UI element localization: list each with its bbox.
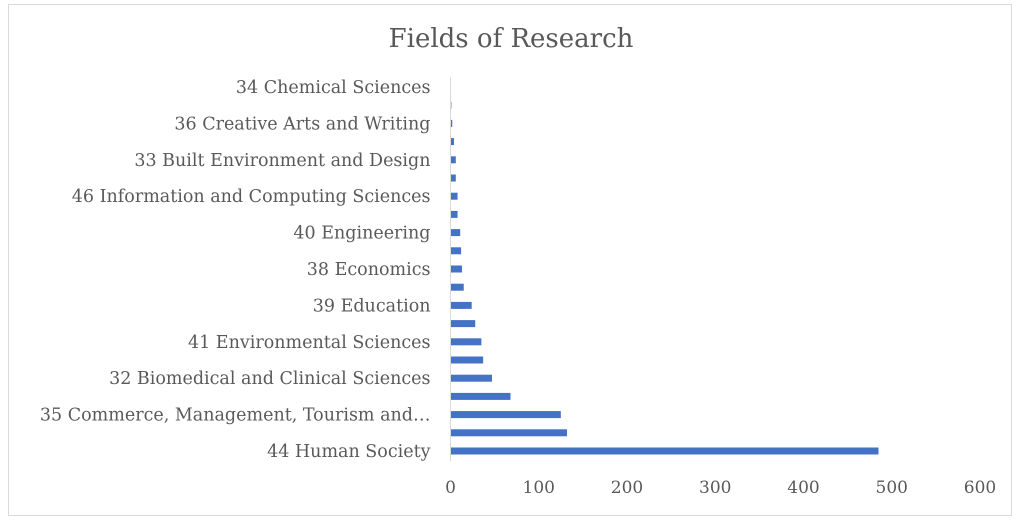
category-label: 46 Information and Computing Sciences <box>72 187 431 207</box>
category-label: 35 Commerce, Management, Tourism and… <box>40 406 431 426</box>
x-tick-label: 200 <box>611 478 643 498</box>
bar-13 <box>450 210 458 218</box>
bar-7 <box>450 320 476 328</box>
bars-group <box>450 101 879 455</box>
bar-6 <box>450 338 482 346</box>
chart-title: Fields of Research <box>389 24 634 54</box>
category-label: 44 Human Society <box>267 442 431 462</box>
bar-8 <box>450 301 472 309</box>
x-axis-ticks: 0 100 200 300 400 500 600 <box>445 478 996 498</box>
category-label: 38 Economics <box>307 260 431 280</box>
bar-18 <box>450 119 453 127</box>
bar-1 <box>450 429 567 437</box>
x-tick-label: 400 <box>787 478 819 498</box>
bar-3 <box>450 392 511 400</box>
category-label: 40 Engineering <box>293 224 430 244</box>
bar-12 <box>450 229 461 237</box>
bar-chart: Fields of Research 44 Human Society 35 Co… <box>40 24 996 498</box>
x-tick-label: 0 <box>445 478 456 498</box>
category-label: 36 Creative Arts and Writing <box>174 114 430 134</box>
x-tick-label: 600 <box>964 478 996 498</box>
bar-9 <box>450 283 464 291</box>
bar-11 <box>450 247 462 255</box>
category-label: 33 Built Environment and Design <box>134 151 430 171</box>
category-label: 34 Chemical Sciences <box>236 78 431 98</box>
bar-0 <box>450 447 879 455</box>
x-tick-label: 500 <box>876 478 908 498</box>
bar-15 <box>450 174 456 182</box>
x-tick-label: 100 <box>523 478 555 498</box>
category-labels: 44 Human Society 35 Commerce, Management,… <box>40 78 431 462</box>
chart-frame: Fields of Research 44 Human Society 35 Co… <box>8 4 1012 516</box>
bar-10 <box>450 265 462 273</box>
category-label: 41 Environmental Sciences <box>188 333 431 353</box>
bar-4 <box>450 374 492 382</box>
category-label: 32 Biomedical and Clinical Sciences <box>109 369 430 389</box>
x-tick-label: 300 <box>699 478 731 498</box>
bar-2 <box>450 411 561 419</box>
bar-16 <box>450 156 456 164</box>
bar-17 <box>450 138 455 146</box>
bar-5 <box>450 356 484 364</box>
category-label: 39 Education <box>313 296 431 316</box>
bar-14 <box>450 192 458 200</box>
